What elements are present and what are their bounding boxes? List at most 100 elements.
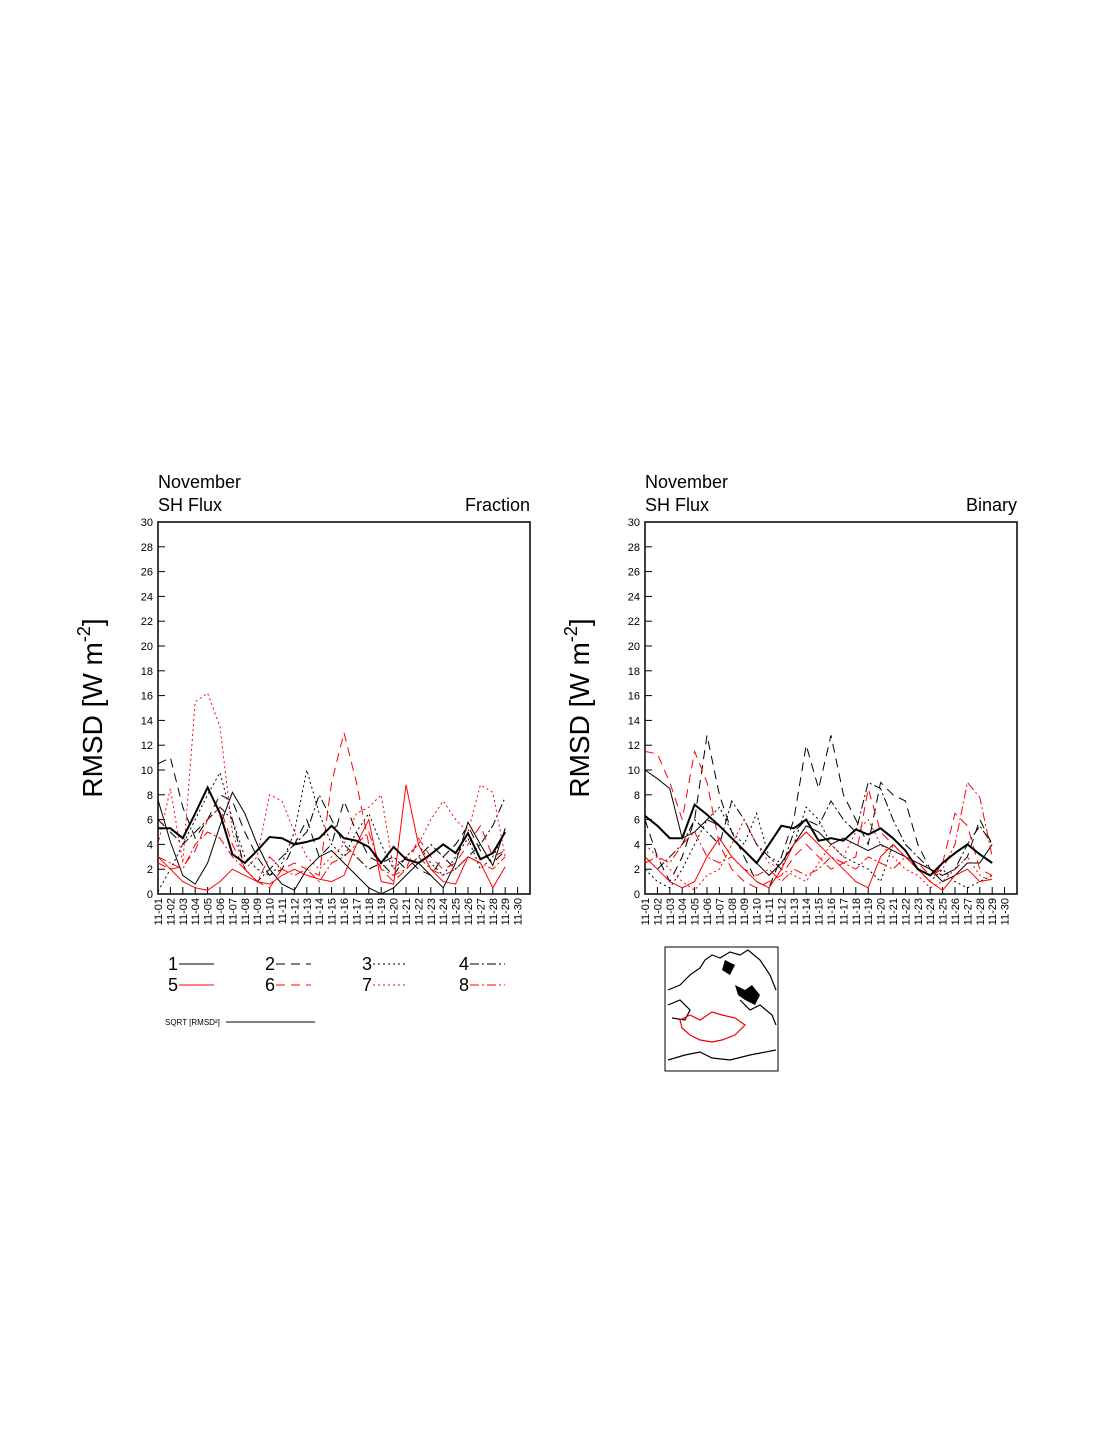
x-tick-label: 11-14	[314, 898, 326, 925]
y-tick-label: 6	[147, 815, 153, 827]
x-tick-label: 11-13	[789, 898, 801, 925]
legend-label: 2	[265, 954, 275, 974]
x-tick-label: 11-25	[938, 898, 950, 925]
x-tick-label: 11-05	[203, 898, 215, 925]
y-tick-label: 26	[628, 567, 640, 579]
x-tick-label: 11-24	[438, 898, 450, 925]
x-tick-label: 11-12	[289, 898, 301, 925]
x-tick-label: 11-09	[739, 898, 751, 925]
x-tick-label: 11-28	[975, 898, 987, 925]
x-tick-label: 11-12	[776, 898, 788, 925]
x-tick-label: 11-29	[987, 898, 999, 925]
x-tick-label: 11-16	[339, 898, 351, 925]
corner-label: Binary	[966, 495, 1017, 515]
series-line	[158, 785, 507, 865]
x-tick-label: 11-08	[240, 898, 252, 925]
y-label-end: ]	[77, 618, 108, 626]
x-tick-label: 11-01	[640, 898, 652, 925]
x-tick-label: 11-07	[227, 898, 239, 925]
y-tick-label: 18	[141, 666, 153, 678]
series-line	[644, 818, 993, 891]
y-tick-label: 2	[147, 864, 153, 876]
x-tick-label: 11-06	[215, 898, 227, 925]
x-tick-label: 11-02	[652, 898, 664, 925]
y-label-end: ]	[564, 618, 595, 626]
x-tick-label: 11-18	[851, 898, 863, 925]
x-tick-label: 11-29	[500, 898, 512, 925]
y-tick-label: 4	[634, 839, 640, 851]
chart-title: November	[158, 472, 241, 492]
x-tick-label: 11-18	[364, 898, 376, 925]
x-tick-label: 11-02	[165, 898, 177, 925]
coastline	[667, 949, 777, 1061]
y-tick-label: 16	[628, 691, 640, 703]
x-tick-label: 11-28	[488, 898, 500, 925]
y-tick-label: 10	[141, 765, 153, 777]
legend-label: 7	[362, 975, 372, 995]
y-tick-label: 30	[628, 517, 640, 529]
x-tick-label: 11-17	[838, 898, 850, 925]
y-tick-label: 26	[141, 567, 153, 579]
legend-label: 1	[168, 954, 178, 974]
x-tick-label: 11-05	[690, 898, 702, 925]
legend-label: SQRT [RMSD²]	[165, 1018, 220, 1027]
y-axis-label: RMSD [W m-2]	[74, 618, 108, 797]
y-tick-label: 10	[628, 765, 640, 777]
y-tick-label: 14	[628, 715, 640, 727]
x-tick-label: 11-27	[475, 898, 487, 925]
x-tick-label: 11-20	[389, 898, 401, 925]
series-line	[644, 831, 993, 891]
x-tick-label: 11-24	[925, 898, 937, 925]
y-tick-label: 24	[628, 591, 640, 603]
x-tick-label: 11-08	[727, 898, 739, 925]
series-line	[644, 781, 993, 883]
x-tick-label: 11-30	[513, 898, 525, 925]
x-tick-label: 11-06	[702, 898, 714, 925]
x-tick-label: 11-04	[677, 898, 689, 925]
series-line	[644, 749, 993, 889]
y-tick-label: 6	[634, 815, 640, 827]
y-tick-label: 28	[141, 542, 153, 554]
y-tick-label: 28	[628, 542, 640, 554]
x-tick-label: 11-09	[252, 898, 264, 925]
legend-label: 5	[168, 975, 178, 995]
y-tick-label: 0	[147, 889, 153, 901]
y-tick-label: 0	[634, 889, 640, 901]
x-tick-label: 11-26	[950, 898, 962, 925]
x-tick-label: 11-21	[888, 898, 900, 925]
x-tick-label: 11-15	[814, 898, 826, 925]
x-tick-label: 11-04	[190, 898, 202, 925]
x-tick-label: 11-13	[302, 898, 314, 925]
series-line	[157, 784, 506, 891]
map-inset	[664, 946, 779, 1072]
x-tick-label: 11-11	[277, 898, 289, 925]
x-tick-label: 11-21	[401, 898, 413, 925]
y-tick-label: 8	[634, 790, 640, 802]
x-tick-label: 11-15	[327, 898, 339, 925]
x-tick-label: 11-03	[178, 898, 190, 925]
x-tick-label: 11-30	[1000, 898, 1012, 925]
x-tick-label: 11-17	[351, 898, 363, 925]
y-tick-label: 22	[628, 616, 640, 628]
chart-title: November	[645, 472, 728, 492]
y-tick-label: 16	[141, 691, 153, 703]
x-tick-label: 11-10	[265, 898, 277, 925]
series-line	[644, 803, 993, 877]
x-tick-label: 11-01	[153, 898, 165, 925]
x-tick-label: 11-27	[962, 898, 974, 925]
series-line	[157, 769, 506, 892]
series-line	[157, 692, 506, 871]
y-tick-label: 4	[147, 839, 153, 851]
chart-subtitle: SH Flux	[645, 495, 709, 515]
region-outline	[679, 1011, 746, 1043]
y-tick-label: 30	[141, 517, 153, 529]
y-tick-label: 2	[634, 864, 640, 876]
x-tick-label: 11-26	[463, 898, 475, 925]
x-tick-label: 11-23	[913, 898, 925, 925]
legend-label: 3	[362, 954, 372, 974]
y-tick-label: 12	[141, 740, 153, 752]
legend-label: 8	[459, 975, 469, 995]
legend-label: 6	[265, 975, 275, 995]
x-tick-label: 11-11	[764, 898, 776, 925]
